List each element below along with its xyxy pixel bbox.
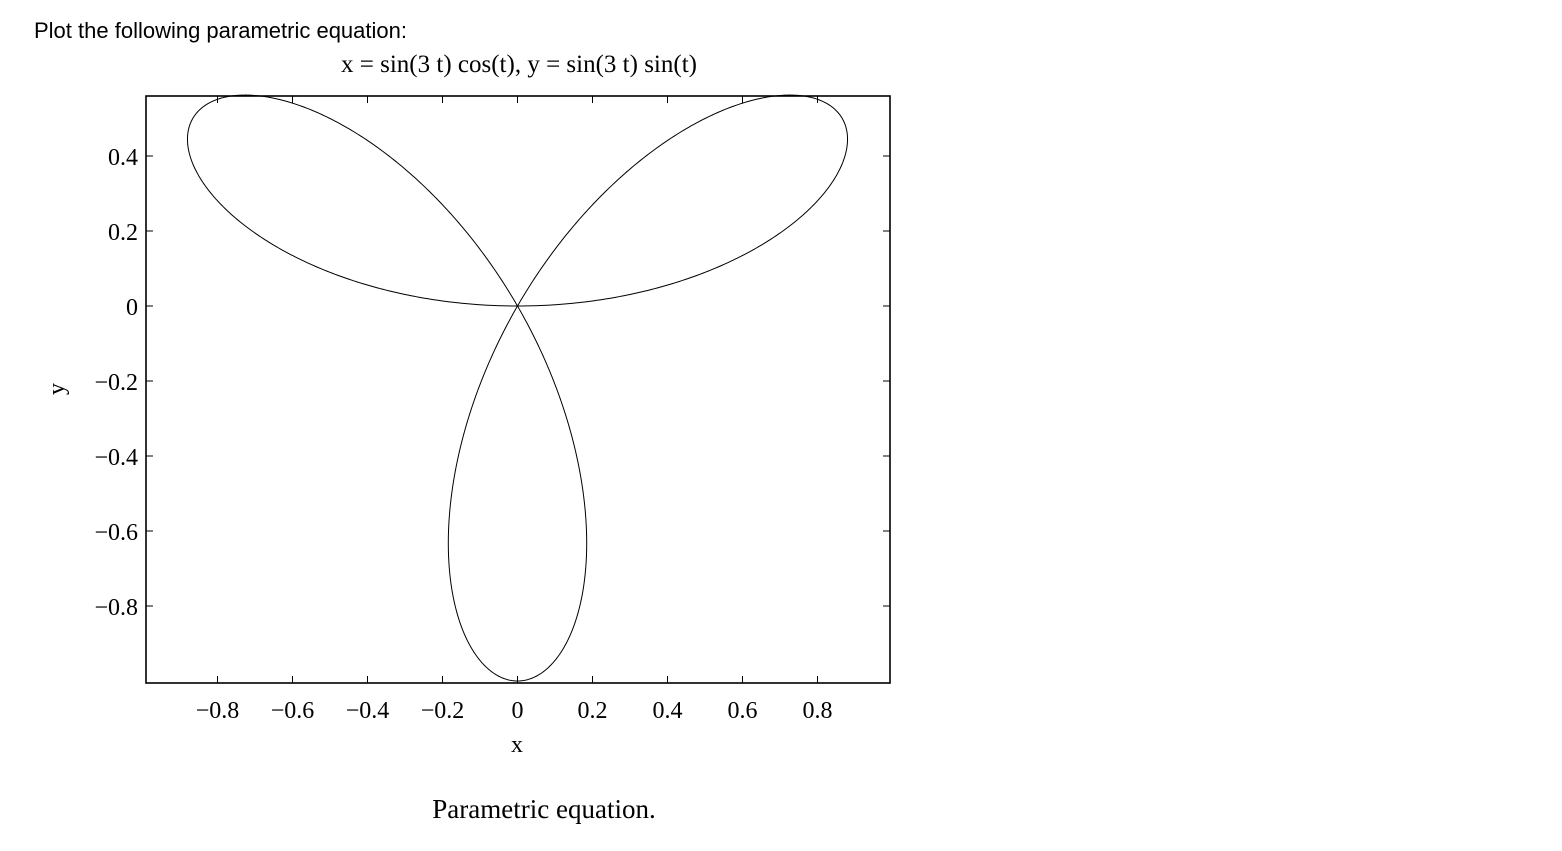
x-tick-label: −0.8 — [196, 698, 240, 724]
x-tick-label: −0.2 — [421, 698, 465, 724]
x-tick-label: −0.4 — [346, 698, 390, 724]
x-tick-label: −0.6 — [271, 698, 315, 724]
figure-caption: Parametric equation. — [432, 794, 655, 824]
plot-frame — [145, 95, 891, 684]
y-axis-ticks: 0.4 0.2 0 −0.2 −0.4 −0.6 −0.8 — [94, 145, 890, 621]
y-tick-label: −0.2 — [94, 370, 138, 396]
x-tick-label: 0 — [512, 698, 524, 724]
x-tick-label: 0.8 — [803, 698, 833, 724]
x-axis-ticks: −0.8 −0.6 −0.4 −0.2 0 0.2 0.4 0.6 0.8 — [196, 96, 833, 724]
x-tick-label: 0.4 — [653, 698, 683, 724]
y-axis-label: y — [44, 383, 70, 395]
parametric-curve-line — [186, 94, 849, 682]
y-tick-label: −0.6 — [94, 520, 138, 546]
x-tick-label: 0.2 — [578, 698, 608, 724]
y-tick-label: 0.4 — [108, 145, 138, 171]
y-tick-label: −0.4 — [94, 445, 138, 471]
y-tick-label: 0 — [126, 295, 138, 321]
x-tick-label: 0.6 — [728, 698, 758, 724]
x-axis-label: x — [511, 732, 523, 758]
chart-title: x = sin(3 t) cos(t), y = sin(3 t) sin(t) — [341, 51, 697, 78]
y-tick-label: 0.2 — [108, 220, 138, 246]
prompt-text: Plot the following parametric equation: — [34, 18, 407, 43]
y-tick-label: −0.8 — [94, 595, 138, 621]
